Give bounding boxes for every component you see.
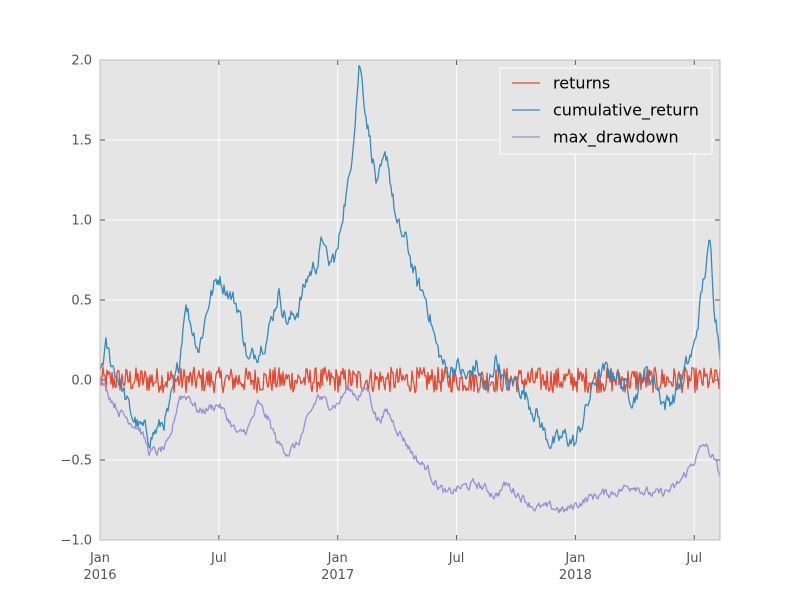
y-tick-label: 1.0 xyxy=(71,214,92,229)
x-tick-label: Jan xyxy=(327,551,348,566)
legend-label-max-drawdown: max_drawdown xyxy=(553,128,679,148)
series-lines xyxy=(99,64,721,514)
plot-frame xyxy=(99,59,721,541)
x-tick-label: Jul xyxy=(448,551,465,566)
legend-box xyxy=(499,67,713,155)
y-tick-label: −0.5 xyxy=(60,454,92,469)
x-tick-year-label: 2018 xyxy=(559,568,592,583)
legend: returns cumulative_return max_drawdown xyxy=(499,67,713,155)
legend-label-returns: returns xyxy=(553,74,610,93)
y-tick-label: 0.0 xyxy=(71,374,92,389)
x-tick-label: Jul xyxy=(685,551,702,566)
x-tick-year-label: 2016 xyxy=(83,568,116,583)
legend-label-cumulative-return: cumulative_return xyxy=(553,101,699,121)
y-tick-label: 2.0 xyxy=(71,54,92,69)
x-tick-label: Jan xyxy=(564,551,585,566)
y-tick-labels: −1.0 −0.5 0.0 0.5 1.0 1.5 2.0 xyxy=(60,54,92,549)
x-tick-label: Jul xyxy=(210,551,227,566)
series-line-cumulative-return xyxy=(99,64,721,450)
x-tick-label: Jan xyxy=(89,551,110,566)
y-tick-label: 0.5 xyxy=(71,294,92,309)
y-tick-label: 1.5 xyxy=(71,134,92,149)
x-tick-year-label: 2017 xyxy=(321,568,354,583)
y-tick-label: −1.0 xyxy=(60,534,92,549)
x-tick-labels: Jan 2016 Jul Jan 2017 Jul Jan 2018 Jul xyxy=(83,551,702,583)
series-line-max-drawdown xyxy=(99,380,721,514)
